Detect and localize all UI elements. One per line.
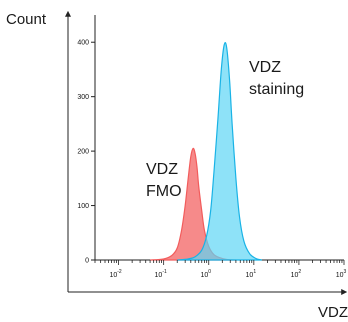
y-tick-label: 200 <box>77 149 89 156</box>
series-layer <box>150 42 262 261</box>
series-label-vdz-staining: VDZ <box>249 59 281 76</box>
x-ticks: 10-2 10-1 100 101 102 103 <box>94 260 347 279</box>
series-label-vdz-fmo: FMO <box>146 183 182 200</box>
series-labels: VDZ FMO VDZ staining <box>146 59 304 200</box>
x-tick-label: 100 <box>200 269 211 279</box>
x-tick-label: 10-1 <box>155 269 167 279</box>
y-tick-label: 400 <box>77 40 89 47</box>
x-tick-label: 101 <box>246 269 257 279</box>
x-tick-label: 103 <box>336 269 347 279</box>
series-label-vdz-staining: staining <box>249 81 304 98</box>
y-axis-title: Count <box>6 11 47 28</box>
x-tick-label: 102 <box>291 269 302 279</box>
series-label-vdz-fmo: VDZ <box>146 161 178 178</box>
series-area-vdz-staining <box>177 42 262 261</box>
y-tick-label: 0 <box>85 258 89 265</box>
y-tick-label: 100 <box>77 203 89 210</box>
x-tick-label: 10-2 <box>109 269 121 279</box>
y-tick-label: 300 <box>77 94 89 101</box>
x-axis-title: VDZ <box>318 304 348 321</box>
y-ticks: 0 100 200 300 400 <box>77 40 95 265</box>
